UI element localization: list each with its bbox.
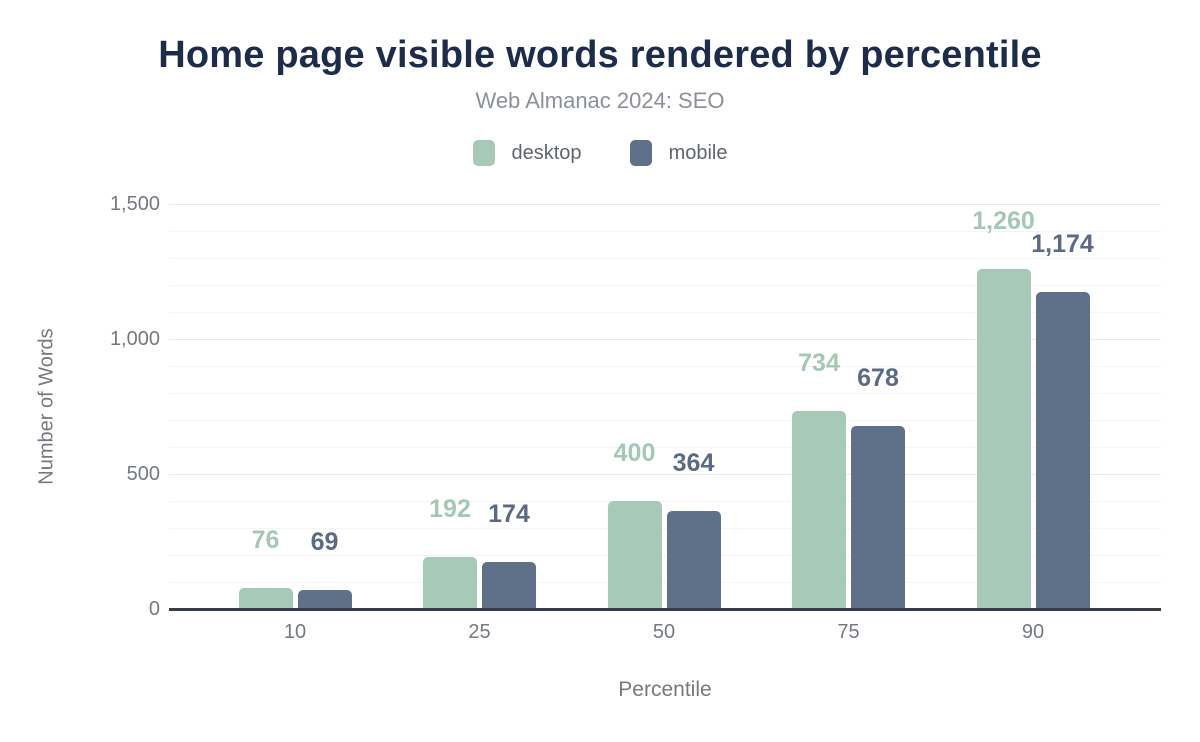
- gridline-500: [169, 474, 1161, 475]
- gridline-minor-600: [169, 447, 1161, 448]
- bar-desktop-p25[interactable]: [423, 557, 477, 609]
- gridline-minor-200: [169, 555, 1161, 556]
- bar-desktop-p50[interactable]: [607, 501, 662, 609]
- gridline-minor-700: [169, 420, 1161, 421]
- legend-label: desktop: [511, 141, 582, 164]
- value-label-desktop-p75: 734: [798, 348, 840, 377]
- legend-item-desktop[interactable]: desktop: [472, 140, 582, 166]
- value-label-desktop-p10: 76: [251, 526, 280, 555]
- y-tick-1000: 1,000: [109, 328, 160, 350]
- legend-swatch-desktop: [472, 140, 495, 166]
- x-tick-10: 10: [283, 621, 307, 643]
- gridline-minor-1100: [169, 312, 1161, 313]
- gridline-1500: [169, 204, 1161, 205]
- gridline-minor-1200: [169, 285, 1161, 286]
- bar-desktop-p10[interactable]: [238, 588, 293, 609]
- x-tick-50: 50: [652, 621, 676, 643]
- y-tick-1500: 1,500: [109, 193, 160, 215]
- gridline-minor-400: [169, 501, 1161, 502]
- x-tick-75: 75: [837, 621, 860, 643]
- gridline-minor-100: [169, 582, 1161, 583]
- chart-title: Home page visible words rendered by perc…: [158, 34, 1042, 76]
- x-axis-line: [169, 608, 1161, 611]
- bar-mobile-p25[interactable]: [482, 562, 536, 609]
- legend-item-mobile[interactable]: mobile: [629, 140, 728, 166]
- gridline-minor-1400: [169, 231, 1161, 232]
- chart-subtitle: Web Almanac 2024: SEO: [475, 88, 725, 113]
- x-axis-title: Percentile: [618, 678, 712, 701]
- legend-label: mobile: [668, 141, 728, 164]
- gridline-1000: [169, 339, 1161, 340]
- value-label-mobile-p50: 364: [672, 448, 715, 477]
- bar-desktop-p90[interactable]: [976, 268, 1031, 609]
- value-label-mobile-p90: 1,174: [1031, 230, 1094, 259]
- x-tick-90: 90: [1021, 621, 1045, 643]
- value-label-mobile-p75: 678: [857, 363, 899, 392]
- x-tick-25: 25: [468, 621, 491, 643]
- bar-mobile-p75[interactable]: [851, 425, 905, 609]
- y-tick-500: 500: [126, 463, 160, 485]
- y-tick-0: 0: [148, 598, 160, 620]
- value-label-desktop-p25: 192: [429, 495, 471, 524]
- value-label-mobile-p25: 174: [488, 500, 530, 529]
- bar-mobile-p10[interactable]: [297, 590, 352, 609]
- gridline-minor-300: [169, 528, 1161, 529]
- y-axis-title: Number of Words: [35, 328, 58, 485]
- bar-mobile-p90[interactable]: [1035, 292, 1090, 609]
- legend: desktop mobile: [0, 140, 1200, 166]
- gridline-minor-800: [169, 393, 1161, 394]
- legend-swatch-mobile: [629, 140, 652, 166]
- gridline-minor-900: [169, 366, 1161, 367]
- plot-area: 76 69 192 174 400 364 734 678 1,260 1,174: [169, 204, 1161, 611]
- gridline-minor-1300: [169, 258, 1161, 259]
- value-label-mobile-p10: 69: [310, 528, 339, 557]
- value-label-desktop-p90: 1,260: [972, 206, 1035, 235]
- value-label-desktop-p50: 400: [613, 439, 656, 467]
- bar-mobile-p50[interactable]: [666, 510, 721, 609]
- bar-desktop-p75[interactable]: [792, 410, 846, 609]
